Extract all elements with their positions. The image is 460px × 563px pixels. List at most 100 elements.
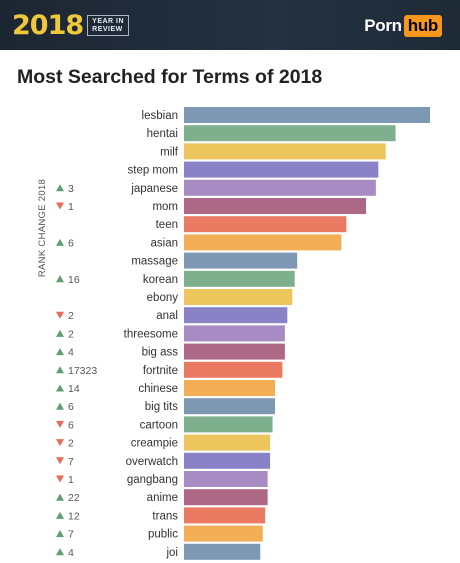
bar-korean — [184, 270, 295, 287]
bar-step-mom — [184, 161, 379, 178]
rank-up-icon — [56, 366, 64, 374]
rank-up-icon — [56, 329, 64, 337]
rank-down-icon — [56, 457, 64, 465]
rank-change-value: 7 — [68, 456, 74, 468]
rank-change-value: 6 — [68, 401, 74, 413]
brand-logo: Porn hub — [364, 14, 442, 38]
category-label: chinese — [138, 383, 178, 395]
category-label: gangbang — [127, 474, 178, 486]
chart-title: Most Searched for Terms of 2018 — [17, 66, 323, 88]
rank-change-value: 4 — [68, 347, 74, 359]
bar-overwatch — [184, 452, 271, 469]
year-in-review-line2: REVIEW — [92, 25, 123, 33]
category-label: public — [148, 529, 178, 541]
bar-fortnite — [184, 361, 283, 378]
rank-up-icon — [56, 348, 64, 356]
rank-change-value: 7 — [68, 529, 74, 541]
rank-up-icon — [56, 275, 64, 283]
rank-up-icon — [56, 530, 64, 538]
bar-threesome — [184, 325, 285, 342]
bar-teen — [184, 216, 347, 233]
category-label: fortnite — [143, 365, 178, 377]
rank-change-value: 4 — [68, 547, 74, 559]
bar-chinese — [184, 380, 276, 396]
category-label: big tits — [145, 401, 178, 413]
rank-up-icon — [56, 238, 64, 246]
year-in-review-logo: 2018 YEAR IN REVIEW — [12, 8, 130, 42]
bar-joi — [184, 543, 261, 560]
category-label: lesbian — [142, 110, 178, 122]
rank-change-value: 16 — [68, 274, 80, 286]
rank-change-value: 6 — [68, 419, 74, 431]
category-label: anime — [147, 492, 178, 504]
rank-change-value: 3 — [68, 183, 74, 195]
bar-big-ass — [184, 343, 285, 360]
rank-change-value: 6 — [68, 237, 74, 249]
bar-public — [184, 525, 263, 542]
category-label: big ass — [142, 347, 179, 359]
rank-down-icon — [56, 202, 64, 210]
rank-up-icon — [56, 511, 64, 519]
rank-axis-title: RANK CHANGE 2018 — [37, 179, 48, 277]
rank-down-icon — [56, 311, 64, 319]
bar-cartoon — [184, 416, 273, 433]
category-label: mom — [152, 201, 178, 213]
bar-big-tits — [184, 398, 276, 415]
category-label: cartoon — [140, 419, 178, 431]
bars-group — [184, 107, 430, 560]
rank-down-icon — [56, 439, 64, 447]
bar-mom — [184, 198, 367, 214]
category-label: asian — [151, 237, 179, 249]
bar-ebony — [184, 289, 293, 305]
rank-change-value: 2 — [68, 310, 74, 322]
rank-down-icon — [56, 420, 64, 428]
rank-up-icon — [56, 548, 64, 556]
bar-trans — [184, 507, 266, 524]
rank-change-value: 1 — [68, 474, 74, 486]
rank-up-icon — [56, 384, 64, 392]
category-label: korean — [143, 274, 178, 286]
bar-japanese — [184, 179, 376, 196]
rank-up-icon — [56, 493, 64, 501]
rank-change-value: 1 — [68, 201, 74, 213]
bar-gangbang — [184, 471, 268, 487]
category-label: creampie — [131, 438, 178, 450]
rank-change-value: 2 — [68, 438, 74, 450]
rank-change-value: 12 — [68, 510, 80, 522]
rank-change-value: 17323 — [68, 365, 97, 377]
category-label: anal — [156, 310, 178, 322]
bar-anime — [184, 489, 268, 506]
category-label: trans — [152, 510, 178, 522]
bar-lesbian — [184, 107, 430, 123]
category-label: hentai — [147, 128, 178, 140]
category-label: teen — [156, 219, 178, 231]
brand-logo-part1: Porn — [364, 16, 402, 35]
category-label: overwatch — [126, 456, 178, 468]
category-label: ebony — [147, 292, 179, 304]
category-label: milf — [160, 146, 179, 158]
bar-hentai — [184, 125, 396, 142]
year-in-review-badge: YEAR IN REVIEW — [87, 14, 130, 36]
bar-asian — [184, 234, 342, 251]
rank-up-icon — [56, 402, 64, 410]
category-label: step mom — [128, 165, 179, 177]
category-label: massage — [131, 256, 178, 268]
rank-change-value: 14 — [68, 383, 80, 395]
rank-down-icon — [56, 475, 64, 483]
bar-anal — [184, 307, 288, 324]
category-label: japanese — [130, 183, 178, 195]
rank-change-value: 2 — [68, 328, 74, 340]
year-in-review-line1: YEAR IN — [92, 17, 125, 25]
category-label: threesome — [124, 328, 178, 340]
year-text: 2018 — [12, 9, 84, 41]
rank-axis-title-group: RANK CHANGE 2018 — [37, 179, 48, 277]
rank-change-value: 22 — [68, 492, 80, 504]
brand-logo-part2: hub — [403, 15, 442, 37]
header-banner: 2018 YEAR IN REVIEW Porn hub — [0, 0, 460, 50]
category-label: joi — [165, 547, 178, 559]
bar-creampie — [184, 434, 271, 451]
bar-milf — [184, 143, 386, 160]
category-labels-group: lesbian hentai milf step mom japanese mom teen… — [124, 110, 179, 559]
